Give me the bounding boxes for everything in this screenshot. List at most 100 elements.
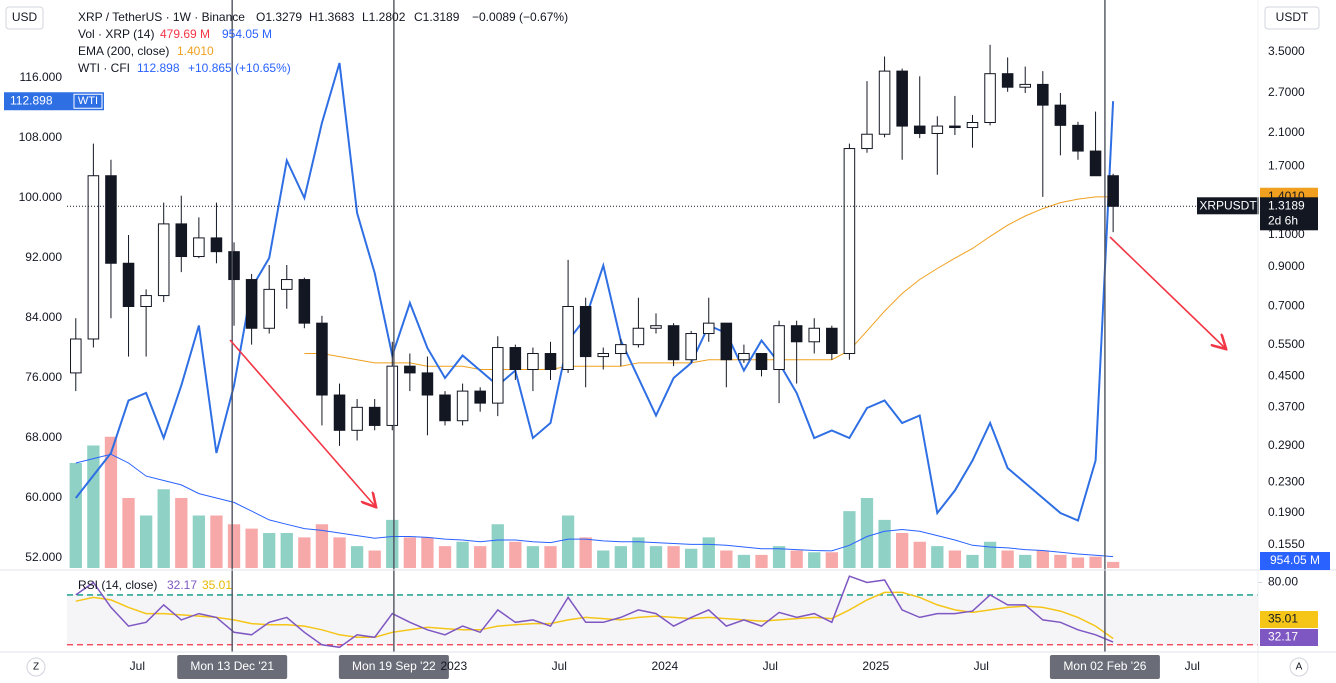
candle-body <box>615 344 627 355</box>
legend-title: XRP / TetherUS · 1W · Binance <box>78 10 245 24</box>
candle-body <box>421 372 434 396</box>
legend-rsi-value: 32.17 <box>167 578 197 592</box>
volume-bar <box>509 541 522 568</box>
candle-body <box>368 406 381 426</box>
volume-bar <box>913 541 926 568</box>
crosshair-label: Mon 02 Feb '26 <box>1063 659 1146 673</box>
candle-body <box>1089 150 1102 177</box>
legend-ema-value: 1.4010 <box>177 44 214 58</box>
candle-body <box>140 295 152 307</box>
volume-bar <box>860 498 874 568</box>
wti-badge-tag <box>73 93 103 109</box>
y-tick-label: 2.1000 <box>1268 125 1305 139</box>
volume-bar <box>702 537 715 568</box>
volume-bar <box>667 546 680 568</box>
volume-bar <box>263 533 276 568</box>
candle-body <box>210 237 223 253</box>
volume-bar <box>245 528 258 568</box>
unit-box[interactable] <box>5 6 44 30</box>
crosshair-label-box <box>1049 655 1160 679</box>
volume-bar <box>227 524 241 568</box>
volume-bar <box>192 515 206 568</box>
volume-ma-line <box>75 453 1114 558</box>
volume-bar <box>333 537 346 568</box>
candle-body <box>562 305 574 371</box>
volume-bar <box>1106 561 1120 568</box>
candle-body <box>1001 73 1014 88</box>
wti-badge <box>4 92 104 111</box>
candle-body <box>527 353 539 371</box>
volume-bar <box>474 546 487 568</box>
volume-bar <box>1054 554 1067 568</box>
volume-bar <box>878 519 891 568</box>
volume-bar <box>491 524 504 568</box>
candle-body <box>281 279 293 290</box>
volume-bar <box>755 554 768 568</box>
x-tick-label: Jul <box>763 659 778 673</box>
candle-body <box>984 73 996 124</box>
candle-body <box>931 125 944 134</box>
x-tick-label: Jul <box>974 659 989 673</box>
candle-body <box>755 353 768 371</box>
left-unit: USD <box>12 10 38 24</box>
y2-tick-label: 92.000 <box>25 250 62 264</box>
rsi-badge <box>1260 611 1318 628</box>
legend-wti: WTI · CFI <box>78 61 130 75</box>
volume-badge <box>1260 552 1330 570</box>
candle-body <box>298 279 311 324</box>
candle-body <box>1107 175 1119 207</box>
legend-rsi-ma: 35.01 <box>202 578 232 592</box>
candle-body <box>667 325 680 361</box>
candle-body <box>1019 83 1031 88</box>
volume-bar <box>825 552 838 568</box>
legend-volume-value: 479.69 M <box>160 27 210 41</box>
crosshair-label-box <box>177 655 288 679</box>
crosshair-label: Mon 19 Sep '22 <box>352 659 436 673</box>
candle-body <box>773 325 785 371</box>
legend-high: H1.3683 <box>309 10 355 24</box>
candle-body <box>966 122 979 129</box>
x-tick-label: 2025 <box>862 659 889 673</box>
volume-bar <box>139 515 153 568</box>
volume-bar <box>808 552 821 568</box>
volume-bar <box>737 554 751 568</box>
candle-body <box>105 175 117 264</box>
volume-bar <box>614 546 627 568</box>
unit-box[interactable] <box>1264 6 1320 30</box>
volume-bar <box>597 550 610 568</box>
rsi-line <box>75 591 1114 640</box>
volume-bar <box>843 511 856 568</box>
volume-bar <box>1036 550 1049 568</box>
price-badge <box>1260 197 1318 231</box>
rsi-badge-label: 32.17 <box>1268 630 1298 644</box>
candle-body <box>175 223 188 258</box>
candle-body <box>1054 104 1067 126</box>
candle-body <box>720 322 733 361</box>
volume-bar <box>1019 554 1032 568</box>
price-badge-label: 1.3189 <box>1268 198 1305 212</box>
legend-ema: EMA (200, close) <box>78 44 169 58</box>
candle-body <box>228 251 240 281</box>
volume-bar <box>649 546 663 568</box>
candle-body <box>896 70 908 127</box>
volume-bar <box>772 546 786 568</box>
candle-body <box>738 353 750 361</box>
volume-bar <box>685 548 698 568</box>
scale-button[interactable] <box>26 657 46 677</box>
legend-open: O1.3279 <box>256 10 302 24</box>
annotation-arrow <box>229 339 375 506</box>
scale-button[interactable] <box>1289 657 1309 677</box>
candle-body <box>70 338 82 374</box>
rsi-band <box>67 594 1258 645</box>
candle-body <box>632 327 645 346</box>
candle-body <box>263 288 275 329</box>
x-tick-label: 2023 <box>440 659 467 673</box>
candle-body <box>808 327 821 343</box>
y-tick-label: 3.5000 <box>1268 44 1305 58</box>
volume-bar <box>579 537 592 568</box>
volume-bar <box>632 537 645 568</box>
y-tick-label: 0.4500 <box>1268 369 1305 383</box>
volume-bar <box>1071 557 1085 568</box>
volume-bar <box>456 541 469 568</box>
candle-body <box>861 133 873 150</box>
